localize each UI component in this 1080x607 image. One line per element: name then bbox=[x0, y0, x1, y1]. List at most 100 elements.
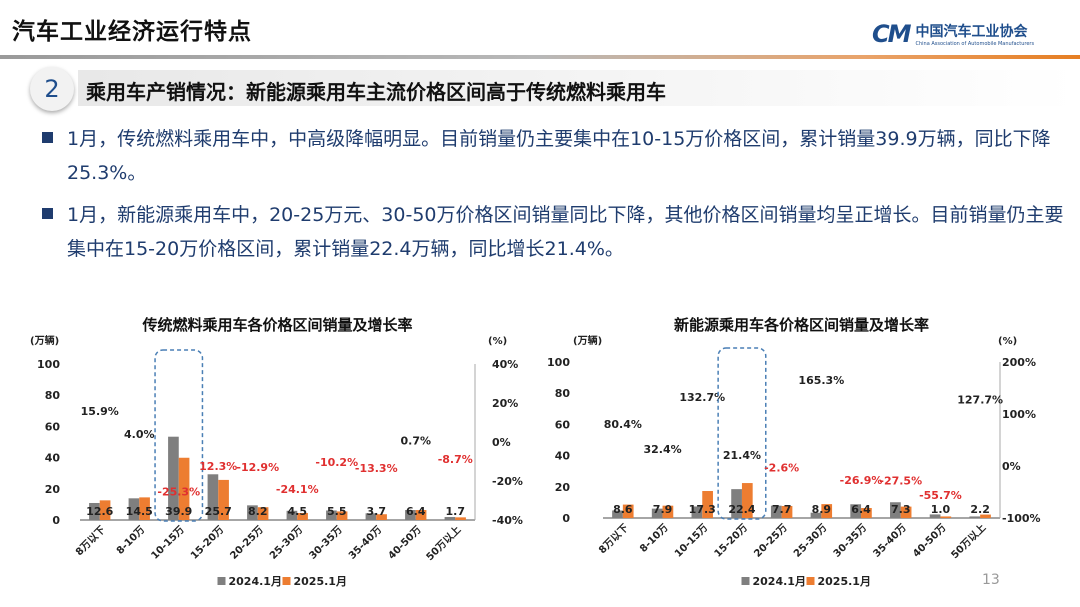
growth-label: 21.4% bbox=[723, 449, 761, 462]
bar-2025 bbox=[980, 514, 991, 518]
category-label: 25-30万 bbox=[791, 522, 829, 560]
category-label: 35-40万 bbox=[871, 522, 909, 560]
bar-2025 bbox=[415, 510, 427, 520]
legend-swatch bbox=[806, 577, 815, 585]
y2-tick-label: 40% bbox=[492, 358, 518, 371]
bar-2025 bbox=[940, 516, 952, 518]
category-label: 10-15万 bbox=[672, 522, 710, 560]
data-label: 6.4 bbox=[851, 503, 871, 516]
y-tick-label: 80 bbox=[45, 389, 61, 402]
y2-tick-label: 100% bbox=[1002, 408, 1036, 421]
data-label: 25.7 bbox=[205, 505, 232, 518]
y2-axis-unit: (%) bbox=[488, 336, 507, 347]
y2-axis-unit: (%) bbox=[998, 336, 1017, 347]
growth-label: -26.9% bbox=[840, 474, 883, 487]
growth-label: 0.7% bbox=[400, 435, 431, 448]
y-tick-label: 100 bbox=[547, 356, 570, 369]
category-label: 50万以上 bbox=[948, 521, 988, 561]
y-tick-label: 60 bbox=[45, 420, 61, 433]
bar-2024 bbox=[128, 498, 140, 520]
data-label: 8.2 bbox=[248, 505, 268, 518]
y-tick-label: 100 bbox=[37, 358, 60, 371]
bar-2024 bbox=[365, 513, 377, 520]
category-label: 15-20万 bbox=[712, 522, 750, 560]
y-axis-unit: (万辆) bbox=[30, 334, 59, 347]
bar-2025 bbox=[900, 506, 912, 518]
category-label: 15-20万 bbox=[188, 524, 226, 562]
y-tick-label: 20 bbox=[555, 481, 571, 494]
bar-2024 bbox=[691, 506, 703, 518]
highlight-box bbox=[717, 347, 767, 520]
bar-2025 bbox=[257, 507, 269, 520]
bar-2025 bbox=[178, 457, 190, 520]
data-label: 22.4 bbox=[728, 503, 755, 516]
bar-2024 bbox=[890, 502, 901, 518]
y2-tick-label: 200% bbox=[1002, 356, 1036, 369]
bullet-item: 1月，新能源乘用车中，20-25万元、30-50万价格区间销量同比下降，其他价格… bbox=[42, 198, 1077, 266]
page-number: 13 bbox=[982, 572, 1000, 588]
y-tick-label: 0 bbox=[52, 514, 60, 527]
growth-label: -8.7% bbox=[438, 453, 473, 466]
header-divider bbox=[0, 55, 1080, 59]
bar-2025 bbox=[662, 505, 674, 518]
data-label: 8.6 bbox=[613, 503, 633, 516]
y-tick-label: 80 bbox=[555, 387, 571, 400]
bar-2024 bbox=[612, 510, 623, 518]
growth-label: -25.3% bbox=[157, 485, 200, 498]
chart-nev: 新能源乘用车各价格区间销量及增长率 (万辆) (%) 0 20 40 60 80 100 -100… bbox=[547, 316, 1041, 588]
bar-2024 bbox=[850, 504, 862, 518]
growth-label: 4.0% bbox=[124, 428, 155, 441]
data-label: 12.6 bbox=[86, 505, 113, 518]
chart-title: 传统燃料乘用车各价格区间销量及增长率 bbox=[141, 316, 412, 334]
category-label: 35-40万 bbox=[346, 524, 384, 562]
legend-swatch bbox=[282, 577, 291, 585]
bar-2024 bbox=[929, 514, 941, 518]
growth-label: -13.3% bbox=[355, 462, 398, 475]
growth-label: 80.4% bbox=[604, 418, 642, 431]
logo-mark: CM bbox=[872, 20, 911, 48]
bar-2024 bbox=[286, 510, 298, 520]
bullet-square-icon bbox=[42, 132, 53, 143]
data-label: 7.3 bbox=[891, 503, 911, 516]
data-label: 5.5 bbox=[327, 505, 347, 518]
y-axis-unit: (万辆) bbox=[573, 334, 602, 347]
bar-2024 bbox=[405, 510, 416, 520]
bar-2024 bbox=[89, 502, 100, 520]
bar-2025 bbox=[455, 517, 466, 520]
bar-2025 bbox=[702, 491, 713, 518]
data-label: 7.7 bbox=[772, 503, 792, 516]
y2-tick-label: -40% bbox=[492, 514, 523, 527]
data-label: 1.7 bbox=[446, 505, 466, 518]
bar-2025 bbox=[139, 497, 150, 520]
y-tick-label: 40 bbox=[555, 450, 571, 463]
category-label: 8-10万 bbox=[637, 522, 670, 555]
y2-tick-label: 20% bbox=[492, 397, 518, 410]
category-label: 8万以下 bbox=[596, 522, 631, 557]
y-tick-label: 0 bbox=[562, 512, 570, 525]
bar-2024 bbox=[731, 489, 742, 518]
category-label: 40-50万 bbox=[910, 522, 948, 560]
data-label: 7.9 bbox=[653, 503, 673, 516]
growth-label: -27.5% bbox=[879, 474, 922, 487]
bar-2025 bbox=[336, 511, 348, 520]
legend-label: 2024.1月 bbox=[229, 575, 282, 588]
y-tick-label: 60 bbox=[555, 418, 571, 431]
bar-2025 bbox=[622, 504, 634, 518]
bar-2025 bbox=[741, 483, 753, 518]
caam-logo: CM 中国汽车工业协会 China Association of Automobi… bbox=[872, 20, 1034, 48]
bar-2024 bbox=[207, 474, 219, 520]
y-tick-label: 40 bbox=[45, 452, 61, 465]
growth-label: 132.7% bbox=[679, 391, 725, 404]
legend-swatch bbox=[217, 577, 226, 585]
legend-label: 2025.1月 bbox=[818, 575, 871, 588]
category-label: 50万以上 bbox=[423, 523, 463, 563]
chart-title: 新能源乘用车各价格区间销量及增长率 bbox=[674, 316, 929, 334]
bar-2024 bbox=[770, 505, 782, 518]
category-label: 25-30万 bbox=[267, 524, 305, 562]
y2-tick-label: 0% bbox=[492, 436, 511, 449]
growth-label: 127.7% bbox=[957, 394, 1003, 407]
category-label: 20-25万 bbox=[228, 524, 266, 562]
bar-2024 bbox=[444, 517, 456, 520]
bar-2024 bbox=[247, 505, 258, 520]
legend-label: 2025.1月 bbox=[294, 575, 347, 588]
